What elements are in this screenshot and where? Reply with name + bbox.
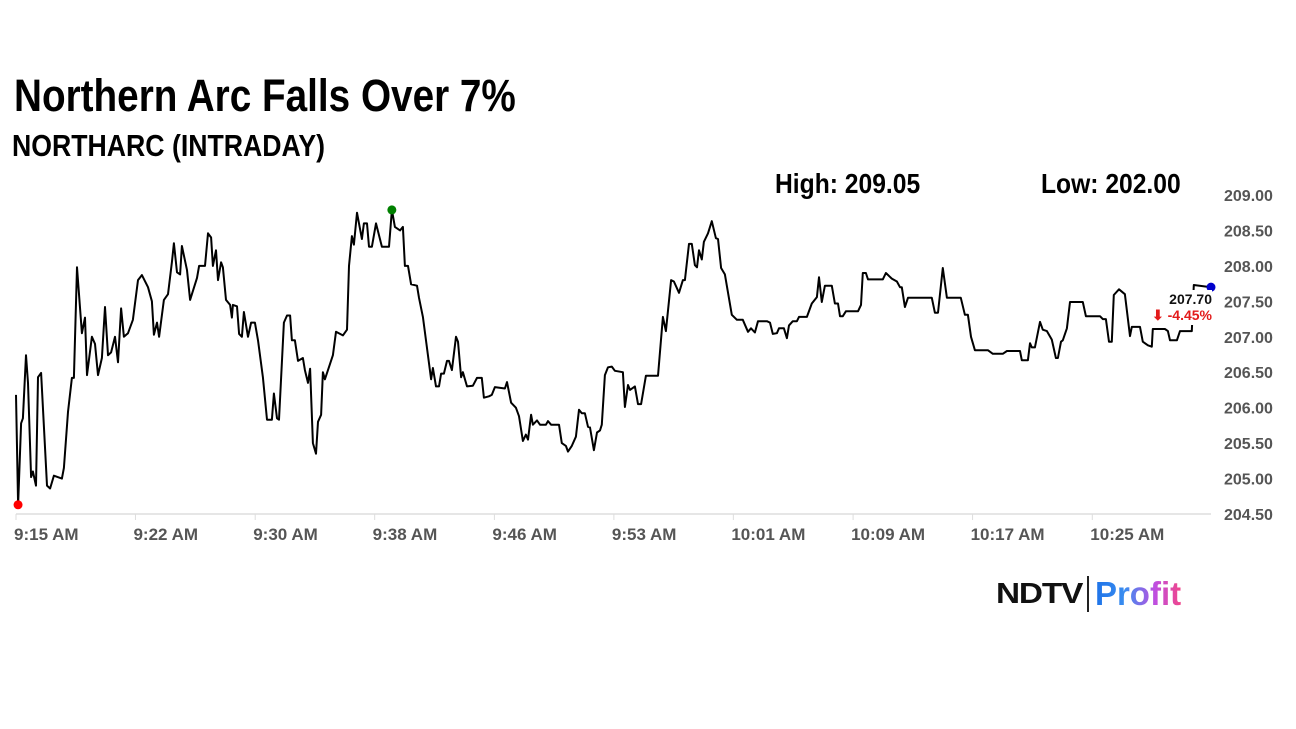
x-tick-label: 10:01 AM — [731, 525, 805, 544]
logo-divider — [1086, 576, 1089, 612]
ticker-subtitle: NORTHARC (INTRADAY) — [12, 128, 325, 163]
last-price-label: 207.70 ⬇ -4.45% — [1140, 290, 1212, 325]
y-tick-label: 208.00 — [1224, 259, 1273, 276]
x-tick-label: 9:30 AM — [253, 525, 318, 544]
y-tick-label: 209.00 — [1224, 188, 1273, 205]
logo-product: Profit — [1094, 575, 1182, 612]
x-tick-label: 10:25 AM — [1090, 525, 1164, 544]
day-low: Low: 202.00 — [1041, 168, 1181, 199]
low-marker — [13, 500, 23, 510]
x-tick-label: 9:46 AM — [492, 525, 557, 544]
y-tick-label: 208.50 — [1224, 223, 1273, 240]
y-tick-label: 207.50 — [1224, 294, 1273, 311]
ndtv-profit-logo: NDTV Profit — [996, 574, 1181, 614]
high-marker — [387, 205, 397, 215]
x-tick-label: 9:22 AM — [133, 525, 198, 544]
last-marker — [1206, 282, 1216, 292]
x-tick-label: 9:38 AM — [373, 525, 438, 544]
y-tick-label: 206.50 — [1224, 365, 1273, 382]
day-high: High: 209.05 — [775, 168, 921, 199]
price-line — [15, 208, 1212, 506]
x-tick-label: 10:09 AM — [851, 525, 925, 544]
last-price: 207.70 — [1169, 291, 1212, 307]
y-tick-label: 206.00 — [1224, 401, 1273, 418]
x-tick-label: 9:15 AM — [14, 525, 79, 544]
y-tick-label: 207.00 — [1224, 330, 1273, 347]
y-tick-label: 205.00 — [1224, 472, 1273, 489]
page-title: Northern Arc Falls Over 7% — [14, 70, 516, 121]
logo-brand: NDTV — [996, 577, 1083, 610]
x-tick-label: 10:17 AM — [971, 525, 1045, 544]
x-tick-label: 9:53 AM — [612, 525, 677, 544]
last-change: ⬇ -4.45% — [1152, 307, 1212, 323]
y-tick-label: 204.50 — [1224, 507, 1273, 524]
y-tick-label: 205.50 — [1224, 436, 1273, 453]
